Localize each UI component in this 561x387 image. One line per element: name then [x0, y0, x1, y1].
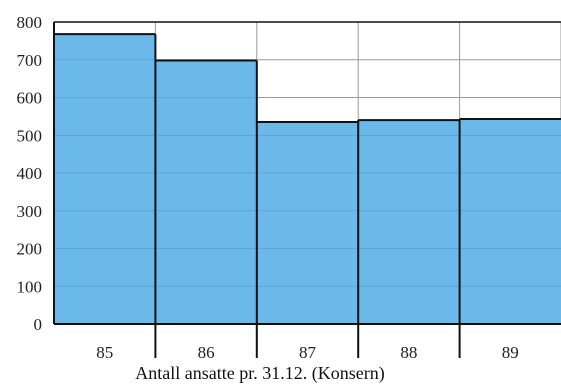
- bar-88: [358, 120, 460, 325]
- x-tick-label-85: 85: [96, 343, 113, 362]
- y-tick-label-200: 200: [17, 240, 43, 259]
- y-tick-label-300: 300: [17, 202, 43, 221]
- x-tick-label-88: 88: [400, 343, 417, 362]
- y-axis-tick-labels: 0 100 200 300 400 500 600 700 800: [17, 13, 43, 334]
- bar-86: [155, 60, 257, 324]
- x-tick-label-86: 86: [198, 343, 215, 362]
- x-axis-label: Antall ansatte pr. 31.12. (Konsern): [135, 363, 384, 384]
- y-tick-label-700: 700: [17, 51, 43, 70]
- x-tick-label-87: 87: [299, 343, 317, 362]
- bar-87: [256, 122, 359, 324]
- y-tick-label-400: 400: [17, 164, 43, 183]
- bar-85: [54, 34, 156, 325]
- x-axis-tick-labels: 85 86 87 88 89: [96, 343, 519, 362]
- y-tick-label-600: 600: [17, 89, 43, 108]
- y-tick-label-800: 800: [17, 13, 43, 32]
- bar-89: [459, 119, 561, 324]
- x-tick-label-89: 89: [502, 343, 519, 362]
- y-tick-label-100: 100: [17, 277, 43, 296]
- chart-axes: [53, 21, 561, 358]
- chart-bars: [54, 33, 561, 325]
- y-tick-label-500: 500: [17, 126, 43, 145]
- y-tick-label-0: 0: [34, 315, 43, 334]
